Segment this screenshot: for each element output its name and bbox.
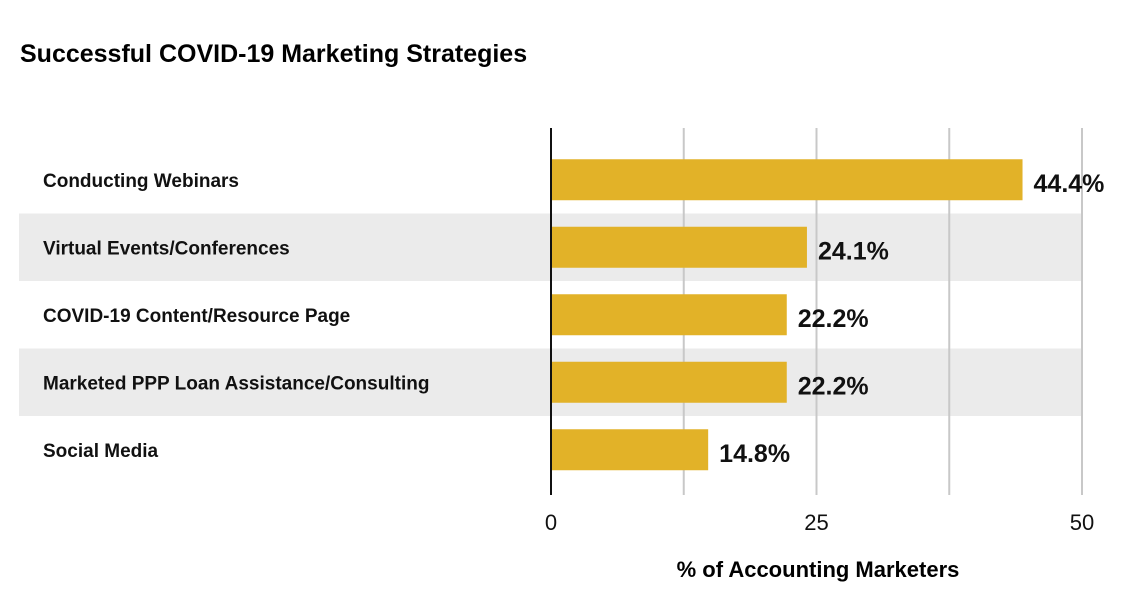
category-label: COVID-19 Content/Resource Page [43, 306, 350, 327]
value-labels-group: 44.4% 24.1% 22.2% 22.2% 14.8% [719, 170, 1104, 468]
chart-title: Successful COVID-19 Marketing Strategies [20, 40, 527, 68]
value-label: 44.4% [1034, 170, 1105, 198]
bar [551, 294, 787, 336]
category-label: Social Media [43, 441, 159, 462]
value-label: 14.8% [719, 440, 790, 468]
x-axis-label: % of Accounting Marketers [677, 557, 960, 582]
category-labels-group: Conducting Webinars Virtual Events/Confer… [43, 171, 429, 462]
bars-group [551, 159, 1023, 471]
bar [551, 159, 1023, 201]
bar [551, 226, 807, 268]
category-label: Marketed PPP Loan Assistance/Consulting [43, 373, 429, 394]
x-tick-label: 0 [545, 510, 557, 535]
x-tick-label: 50 [1070, 510, 1094, 535]
value-label: 24.1% [818, 237, 889, 265]
bar [551, 429, 709, 471]
tick-labels-group: 0 25 50 [545, 510, 1094, 535]
x-tick-label: 25 [804, 510, 828, 535]
category-label: Virtual Events/Conferences [43, 238, 290, 259]
category-label: Conducting Webinars [43, 171, 239, 192]
value-label: 22.2% [798, 372, 869, 400]
bar [551, 361, 787, 403]
value-label: 22.2% [798, 305, 869, 333]
